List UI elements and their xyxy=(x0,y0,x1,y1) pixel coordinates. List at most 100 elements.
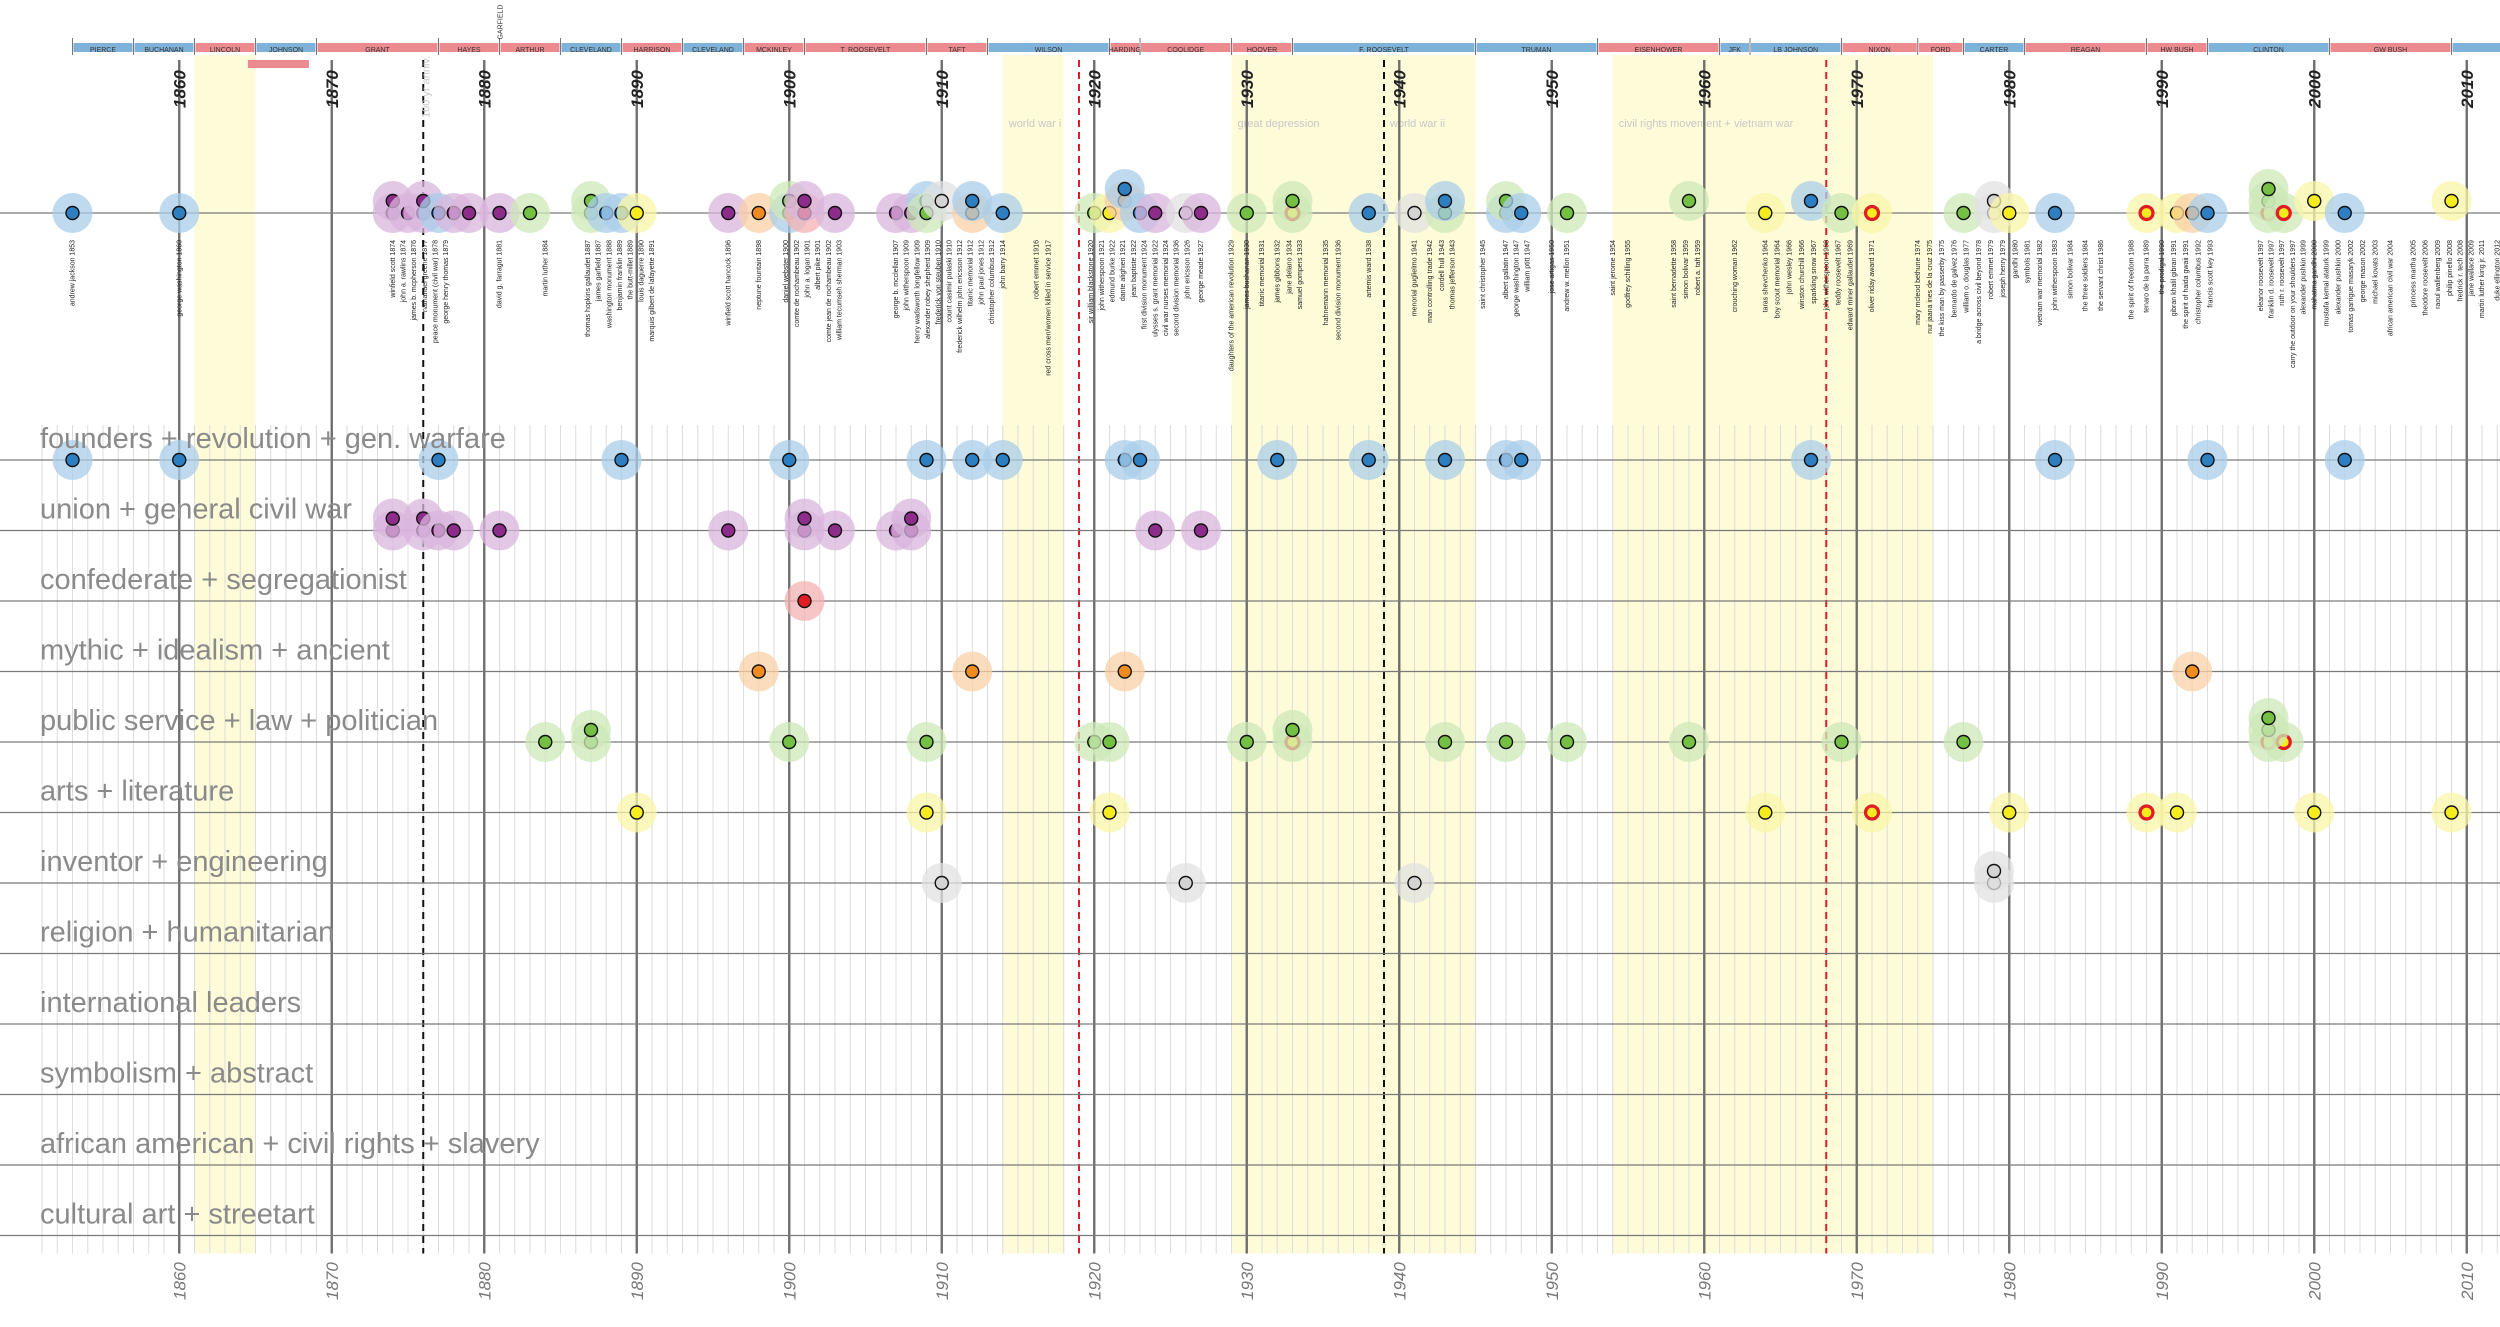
memorial-label: cordell hull 1943 xyxy=(1439,240,1446,291)
memorial-label: saint bernadette 1958 xyxy=(1671,240,1678,308)
timeline-point-2000 xyxy=(2307,193,2322,209)
timeline-point-1969 xyxy=(1834,205,1849,221)
category-label-symbolism-abstract: symbolism + abstract xyxy=(40,1058,313,1090)
point-founders-revolution-gen-warfare-1853 xyxy=(65,452,80,468)
president-label-hayes: HAYES xyxy=(457,47,481,54)
memorial-label: joseph henry 1979 xyxy=(2000,240,2007,299)
point-public-service-law-politician-1959 xyxy=(1681,734,1697,750)
memorial-label: john witherspoon 1921 xyxy=(1099,240,1106,312)
year-gridlines: 100 yr anniv. xyxy=(41,56,2498,1254)
memorial-label: james b. mcpherson 1876 xyxy=(411,240,418,322)
memorial-label: nur jaana ines de la cruz 1975 xyxy=(1927,240,1934,334)
memorial-label: count casimir pulaski 1910 xyxy=(946,240,953,323)
point-union-general-civil-war-1896 xyxy=(721,523,736,538)
memorial-label: tenaro de la parra 1989 xyxy=(2144,240,2151,313)
memorial-label: civil war nurses memorial 1924 xyxy=(1163,240,1170,336)
memorial-label: crouching woman 1962 xyxy=(1732,240,1739,312)
memorial-label: peace monument (civil war) 1878 xyxy=(432,240,439,343)
memorial-label: saint jerome 1954 xyxy=(1610,240,1617,296)
term-bar-f-roosevelt xyxy=(1293,43,1475,52)
category-label-arts-literature: arts + literature xyxy=(40,776,234,808)
term-bar-wilson xyxy=(988,43,1109,52)
memorial-label: andrew w. mellon 1951 xyxy=(1564,240,1571,312)
point-founders-revolution-gen-warfare-1877 xyxy=(431,452,446,468)
point-founders-revolution-gen-warfare-1983 xyxy=(2047,452,2063,468)
point-union-general-civil-war-1927 xyxy=(1193,523,1209,538)
decade-label-bottom-1940: 1940 xyxy=(1390,1262,1409,1300)
term-bar-ford xyxy=(1918,43,1963,52)
president-label-hw-bush: HW BUSH xyxy=(2160,47,2193,54)
point-arts-literature-2009 xyxy=(2444,805,2459,820)
point-union-general-civil-war-1924 xyxy=(1148,523,1163,538)
president-label-lb-johnson: LB JOHNSON xyxy=(1773,47,1818,54)
president-label-arthur: ARTHUR xyxy=(515,47,544,54)
memorial-label: james garfield 1887 xyxy=(596,240,603,302)
category-label-mythic-idealism-ancient: mythic + idealism + ancient xyxy=(40,635,390,667)
memorial-label: red cross men/women killed in service 19… xyxy=(1046,240,1053,376)
memorial-label: frederick von steuben 1910 xyxy=(936,240,943,325)
memorial-label: george washington 1860 xyxy=(176,240,183,317)
presidential-terms-bar: PIERCE BUCHANAN LINCOLN JOHNSON GRANT HAYES AR… xyxy=(72,4,2500,68)
term-bar-obama xyxy=(2452,43,2500,52)
memorial-label: jean baptiste 1922 xyxy=(1131,240,1138,298)
point-confederate-segregationist-1901 xyxy=(797,593,812,609)
memorial-label: godfrey schilling 1955 xyxy=(1625,240,1632,308)
memorial-label: george meade 1927 xyxy=(1198,240,1205,303)
category-label-international-leaders: international leaders xyxy=(40,987,301,1019)
memorial-label: a bridge across civil beyond 1978 xyxy=(1976,240,1983,344)
president-label-clinton: CLINTON xyxy=(2253,47,2284,54)
combined-timeline xyxy=(0,169,2500,233)
point-arts-literature-1964 xyxy=(1758,805,1773,820)
point-inventor-engineering-1979 xyxy=(1986,863,2002,879)
memorial-label: hahnemann memorial 1935 xyxy=(1323,240,1330,325)
point-founders-revolution-gen-warfare-1923 xyxy=(1132,452,1148,468)
decade-label-top-1900: 1900 xyxy=(780,70,799,108)
president-label-hoover: HOOVER xyxy=(1247,47,1277,54)
memorial-label: jane wallace 2009 xyxy=(2468,240,2475,297)
timeline-point-1912 xyxy=(965,193,980,209)
president-label-buchanan: BUCHANAN xyxy=(144,47,183,54)
memorial-label: titanic memorial 1931 xyxy=(1259,240,1266,307)
timeline-point-1890 xyxy=(629,205,644,221)
memorial-label: saint christopher 1945 xyxy=(1480,240,1487,309)
memorial-label: george b. mcclellan 1907 xyxy=(893,240,900,318)
memorial-label: franklin d. roosevelt 1997 xyxy=(2269,240,2276,318)
president-label-coolidge: COOLIDGE xyxy=(1167,47,1204,54)
timeline-point-1924 xyxy=(1148,205,1163,221)
memorial-label: frederick wilhelm john ericsson 1912 xyxy=(957,240,964,353)
memorial-label: thomas jefferson 1943 xyxy=(1450,240,1457,309)
category-label-confederate-segregationist: confederate + segregationist xyxy=(40,564,407,596)
timeline-point-1948 xyxy=(1514,205,1529,221)
timeline-point-1997 xyxy=(2261,181,2276,197)
memorial-label: comte jean de rochambeau 1902 xyxy=(826,240,833,342)
memorial-label: george washington 1947 xyxy=(1514,240,1521,317)
memorial-label: man controlling trade 1942 xyxy=(1427,240,1434,323)
category-label-cultural-art-streetart: cultural art + streetart xyxy=(40,1199,315,1231)
memorial-label: raoul wallenberg 2009 xyxy=(2435,240,2442,309)
term-bar-buchanan xyxy=(134,43,194,52)
timeline-point-1853 xyxy=(65,205,80,221)
point-inventor-engineering-1941 xyxy=(1407,875,1422,891)
timeline-point-1971 xyxy=(1863,204,1881,222)
memorial-label: winfield scott hancock 1896 xyxy=(725,240,732,327)
memorial-label: nathanael greene 1877 xyxy=(422,240,429,312)
term-bar-harding xyxy=(1110,43,1139,52)
term-bar-hw-bush xyxy=(2147,43,2207,52)
president-label-gw-bush: GW BUSH xyxy=(2374,47,2407,54)
memorial-label: winston churchill 1966 xyxy=(1799,240,1806,310)
memorial-label: bernardo de galvez 1976 xyxy=(1951,240,1958,318)
memorial-label: christopher columbus 1912 xyxy=(989,240,996,324)
memorial-label: the spirit of freedom 1988 xyxy=(2128,240,2135,319)
president-label-eisenhower: EISENHOWER xyxy=(1635,47,1683,54)
timeline-point-1883 xyxy=(522,205,538,221)
point-founders-revolution-gen-warfare-1967 xyxy=(1803,452,1819,468)
memorial-label: second division memorial 1936 xyxy=(1174,240,1181,336)
decade-label-top-1910: 1910 xyxy=(933,70,952,108)
term-bar-cleveland xyxy=(561,43,621,52)
point-arts-literature-1991 xyxy=(2169,805,2185,820)
decade-label-top-1950: 1950 xyxy=(1543,70,1562,108)
memorial-label: edmund burke 1922 xyxy=(1110,240,1117,302)
president-label-harrison: HARRISON xyxy=(634,47,671,54)
memorial-label: michael kovats 2003 xyxy=(2372,240,2379,304)
category-label-union-general-civil-war: union + general civil war xyxy=(40,494,352,526)
